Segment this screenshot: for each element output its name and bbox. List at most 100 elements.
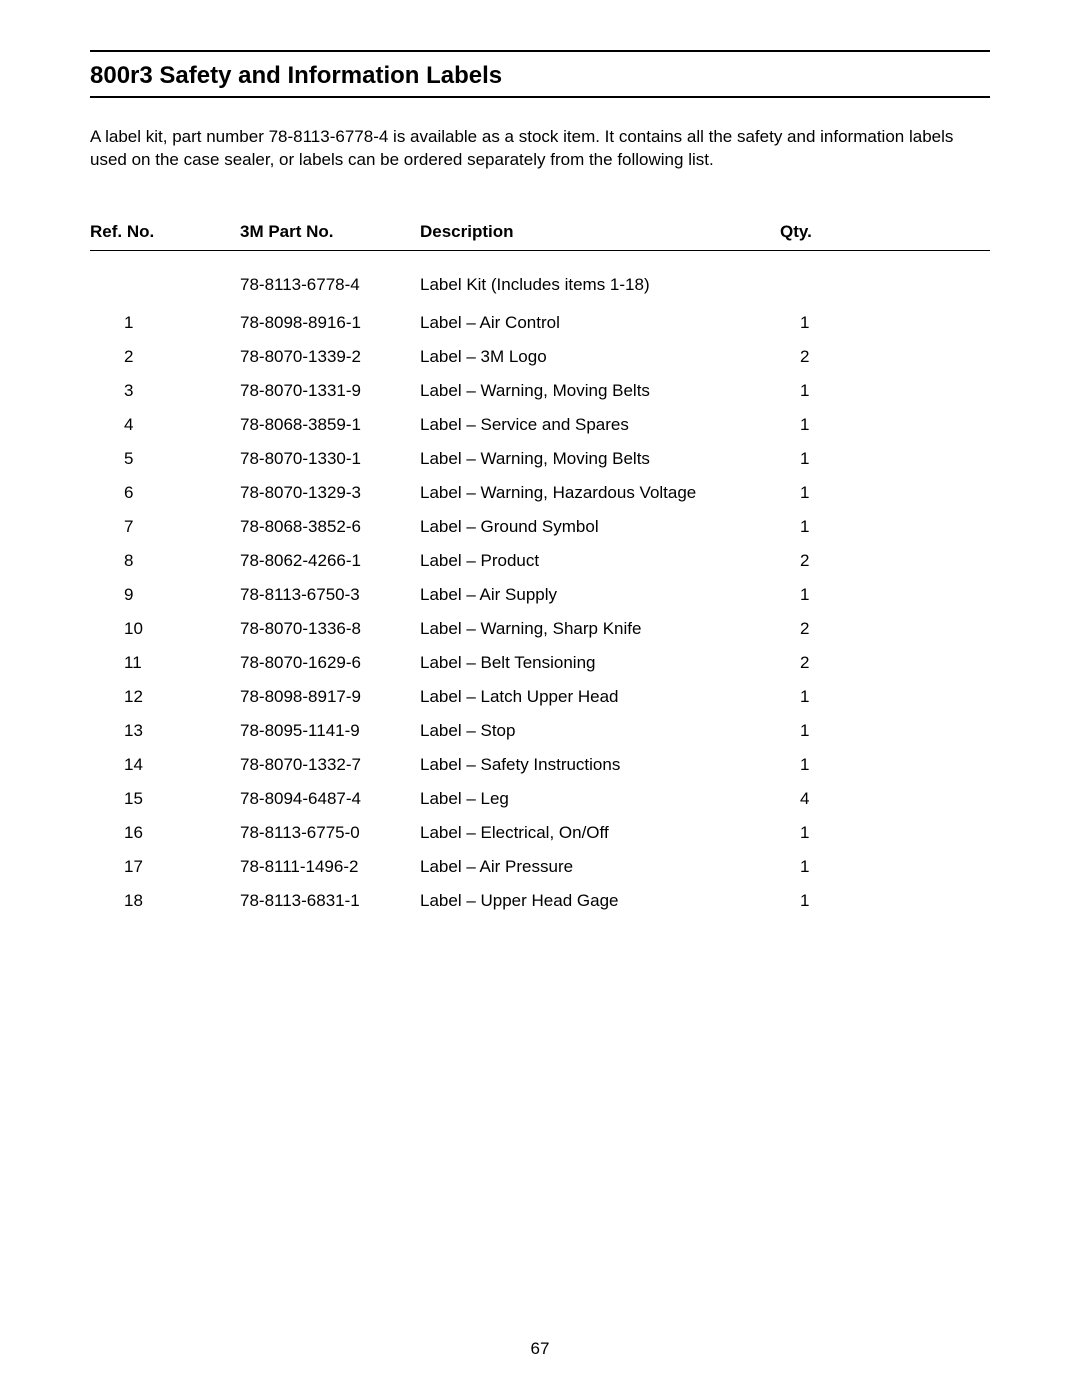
cell-part-no: 78-8098-8916-1 — [240, 313, 420, 333]
cell-ref-no — [90, 275, 240, 295]
header-ref: Ref. No. — [90, 222, 240, 242]
cell-part-no: 78-8068-3852-6 — [240, 517, 420, 537]
cell-part-no: 78-8070-1330-1 — [240, 449, 420, 469]
cell-part-no: 78-8113-6778-4 — [240, 275, 420, 295]
cell-part-no: 78-8068-3859-1 — [240, 415, 420, 435]
cell-description: Label – Electrical, On/Off — [420, 823, 780, 843]
table-body: 78-8113-6778-4Label Kit (Includes items … — [90, 275, 990, 911]
cell-part-no: 78-8113-6831-1 — [240, 891, 420, 911]
cell-description: Label – Ground Symbol — [420, 517, 780, 537]
cell-qty: 2 — [780, 619, 860, 639]
cell-description: Label – Air Control — [420, 313, 780, 333]
table-row: 278-8070-1339-2Label – 3M Logo2 — [90, 347, 990, 367]
table-row: 1678-8113-6775-0Label – Electrical, On/O… — [90, 823, 990, 843]
table-row: 878-8062-4266-1Label – Product2 — [90, 551, 990, 571]
cell-qty: 1 — [780, 687, 860, 707]
cell-ref-no: 6 — [90, 483, 240, 503]
cell-part-no: 78-8070-1332-7 — [240, 755, 420, 775]
cell-part-no: 78-8070-1331-9 — [240, 381, 420, 401]
header-underline-rule — [90, 250, 990, 251]
table-row: 1478-8070-1332-7Label – Safety Instructi… — [90, 755, 990, 775]
cell-description: Label – Belt Tensioning — [420, 653, 780, 673]
cell-ref-no: 7 — [90, 517, 240, 537]
cell-description: Label – Safety Instructions — [420, 755, 780, 775]
labels-table: Ref. No. 3M Part No. Description Qty. 78… — [90, 222, 990, 911]
cell-ref-no: 15 — [90, 789, 240, 809]
cell-qty: 1 — [780, 483, 860, 503]
table-row: 678-8070-1329-3Label – Warning, Hazardou… — [90, 483, 990, 503]
cell-description: Label – Air Supply — [420, 585, 780, 605]
cell-qty: 1 — [780, 891, 860, 911]
cell-description: Label – Service and Spares — [420, 415, 780, 435]
cell-qty: 1 — [780, 721, 860, 741]
cell-qty: 1 — [780, 449, 860, 469]
cell-ref-no: 18 — [90, 891, 240, 911]
table-row: 1278-8098-8917-9Label – Latch Upper Head… — [90, 687, 990, 707]
cell-qty: 1 — [780, 823, 860, 843]
cell-ref-no: 17 — [90, 857, 240, 877]
cell-ref-no: 1 — [90, 313, 240, 333]
cell-part-no: 78-8070-1629-6 — [240, 653, 420, 673]
cell-ref-no: 14 — [90, 755, 240, 775]
table-row: 978-8113-6750-3Label – Air Supply1 — [90, 585, 990, 605]
cell-qty: 1 — [780, 517, 860, 537]
table-row: 78-8113-6778-4Label Kit (Includes items … — [90, 275, 990, 295]
cell-description: Label – Leg — [420, 789, 780, 809]
header-part: 3M Part No. — [240, 222, 420, 242]
header-qty: Qty. — [780, 222, 860, 242]
cell-ref-no: 3 — [90, 381, 240, 401]
table-row: 1878-8113-6831-1Label – Upper Head Gage1 — [90, 891, 990, 911]
table-row: 1078-8070-1336-8Label – Warning, Sharp K… — [90, 619, 990, 639]
cell-qty: 4 — [780, 789, 860, 809]
cell-qty: 2 — [780, 551, 860, 571]
cell-description: Label – Warning, Moving Belts — [420, 449, 780, 469]
cell-ref-no: 11 — [90, 653, 240, 673]
table-row: 1178-8070-1629-6Label – Belt Tensioning2 — [90, 653, 990, 673]
cell-part-no: 78-8095-1141-9 — [240, 721, 420, 741]
cell-part-no: 78-8070-1339-2 — [240, 347, 420, 367]
table-row: 378-8070-1331-9Label – Warning, Moving B… — [90, 381, 990, 401]
cell-description: Label – Warning, Moving Belts — [420, 381, 780, 401]
cell-part-no: 78-8070-1336-8 — [240, 619, 420, 639]
cell-qty — [780, 275, 860, 295]
cell-part-no: 78-8098-8917-9 — [240, 687, 420, 707]
cell-ref-no: 4 — [90, 415, 240, 435]
table-row: 178-8098-8916-1Label – Air Control1 — [90, 313, 990, 333]
header-desc: Description — [420, 222, 780, 242]
cell-part-no: 78-8094-6487-4 — [240, 789, 420, 809]
cell-part-no: 78-8070-1329-3 — [240, 483, 420, 503]
cell-qty: 2 — [780, 653, 860, 673]
cell-qty: 1 — [780, 415, 860, 435]
page-title: 800r3 Safety and Information Labels — [90, 62, 990, 90]
cell-ref-no: 16 — [90, 823, 240, 843]
cell-part-no: 78-8113-6775-0 — [240, 823, 420, 843]
cell-ref-no: 2 — [90, 347, 240, 367]
cell-ref-no: 8 — [90, 551, 240, 571]
cell-description: Label – Latch Upper Head — [420, 687, 780, 707]
cell-description: Label – Warning, Sharp Knife — [420, 619, 780, 639]
cell-description: Label – Warning, Hazardous Voltage — [420, 483, 780, 503]
table-row: 778-8068-3852-6Label – Ground Symbol1 — [90, 517, 990, 537]
cell-description: Label – 3M Logo — [420, 347, 780, 367]
cell-qty: 1 — [780, 585, 860, 605]
cell-part-no: 78-8113-6750-3 — [240, 585, 420, 605]
table-row: 478-8068-3859-1Label – Service and Spare… — [90, 415, 990, 435]
cell-ref-no: 5 — [90, 449, 240, 469]
cell-ref-no: 13 — [90, 721, 240, 741]
top-horizontal-rule — [90, 50, 990, 52]
cell-ref-no: 12 — [90, 687, 240, 707]
cell-part-no: 78-8062-4266-1 — [240, 551, 420, 571]
cell-qty: 1 — [780, 381, 860, 401]
table-row: 1778-8111-1496-2Label – Air Pressure1 — [90, 857, 990, 877]
title-underline-rule — [90, 96, 990, 98]
cell-description: Label – Upper Head Gage — [420, 891, 780, 911]
table-row: 578-8070-1330-1Label – Warning, Moving B… — [90, 449, 990, 469]
table-row: 1578-8094-6487-4Label – Leg4 — [90, 789, 990, 809]
cell-qty: 1 — [780, 755, 860, 775]
cell-description: Label – Stop — [420, 721, 780, 741]
cell-qty: 1 — [780, 313, 860, 333]
cell-qty: 2 — [780, 347, 860, 367]
cell-ref-no: 9 — [90, 585, 240, 605]
intro-paragraph: A label kit, part number 78-8113-6778-4 … — [90, 126, 990, 172]
cell-ref-no: 10 — [90, 619, 240, 639]
